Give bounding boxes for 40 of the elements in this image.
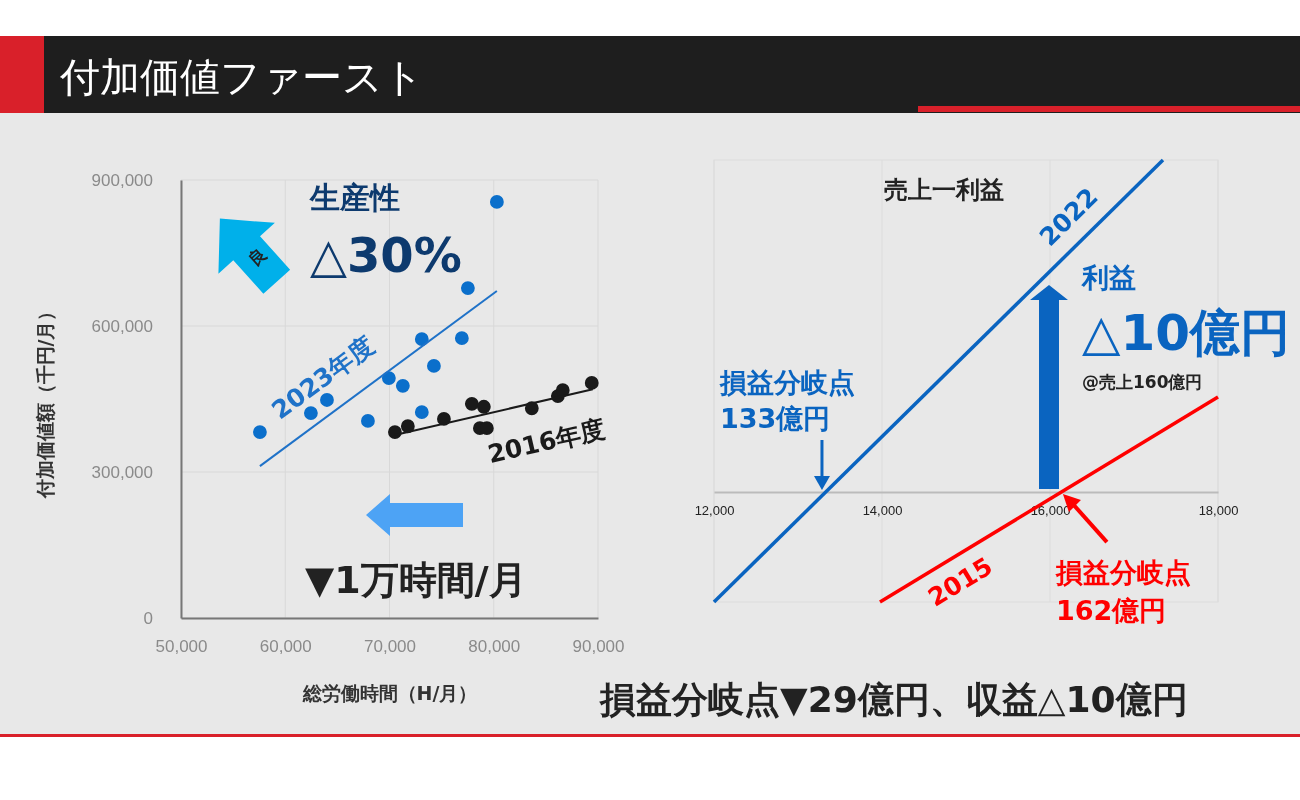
- x-tick-label: 80,000: [468, 637, 521, 657]
- point: [460, 281, 475, 295]
- y-tick-label: 300,000: [91, 462, 153, 482]
- annotation: ▼1万時間/月: [305, 558, 527, 602]
- annotation: △30%: [310, 227, 462, 283]
- annotation: 生産性: [309, 180, 400, 215]
- annotation: 損益分岐点 162億円: [1055, 557, 1191, 626]
- point: [388, 425, 402, 439]
- x-tick-label: 50,000: [155, 637, 208, 657]
- annotation: △10億円: [1082, 304, 1291, 362]
- annotation: 良: [244, 244, 271, 271]
- point: [584, 376, 599, 390]
- point: [427, 359, 441, 373]
- point: [464, 396, 479, 411]
- x-axis-title: 総労働時間（H/月）: [301, 682, 478, 704]
- annotation: 利益: [1081, 262, 1136, 293]
- text: 損益分岐点▼29億円、収益△10億円: [599, 679, 1188, 720]
- y-tick-label: 900,000: [91, 170, 153, 190]
- x-tick-label: 60,000: [259, 637, 312, 657]
- x-tick-label: 70,000: [364, 637, 416, 657]
- x-tick-label: 12,000: [694, 503, 735, 519]
- chart-title: 付加価値ファースト: [59, 54, 424, 100]
- point: [414, 332, 429, 347]
- point: [414, 405, 429, 420]
- x-tick-label: 18,000: [1198, 503, 1239, 519]
- text: 2016年度: [484, 413, 609, 470]
- point: [489, 195, 504, 209]
- annotation: 損益分岐点 133億円: [719, 367, 855, 434]
- y-tick-label: 600,000: [91, 316, 153, 336]
- y-tick-label: 0: [143, 608, 153, 628]
- point: [476, 399, 491, 414]
- point: [395, 378, 410, 393]
- x-tick-label: 90,000: [572, 637, 625, 657]
- annotation: @売上160億円: [1082, 372, 1203, 392]
- point: [454, 331, 469, 346]
- text: 売上一利益: [884, 176, 1004, 204]
- point: [253, 425, 267, 439]
- point: [361, 414, 375, 428]
- y-axis-title: 付加価値額（千円/月）: [34, 301, 56, 500]
- x-tick-label: 14,000: [862, 503, 903, 519]
